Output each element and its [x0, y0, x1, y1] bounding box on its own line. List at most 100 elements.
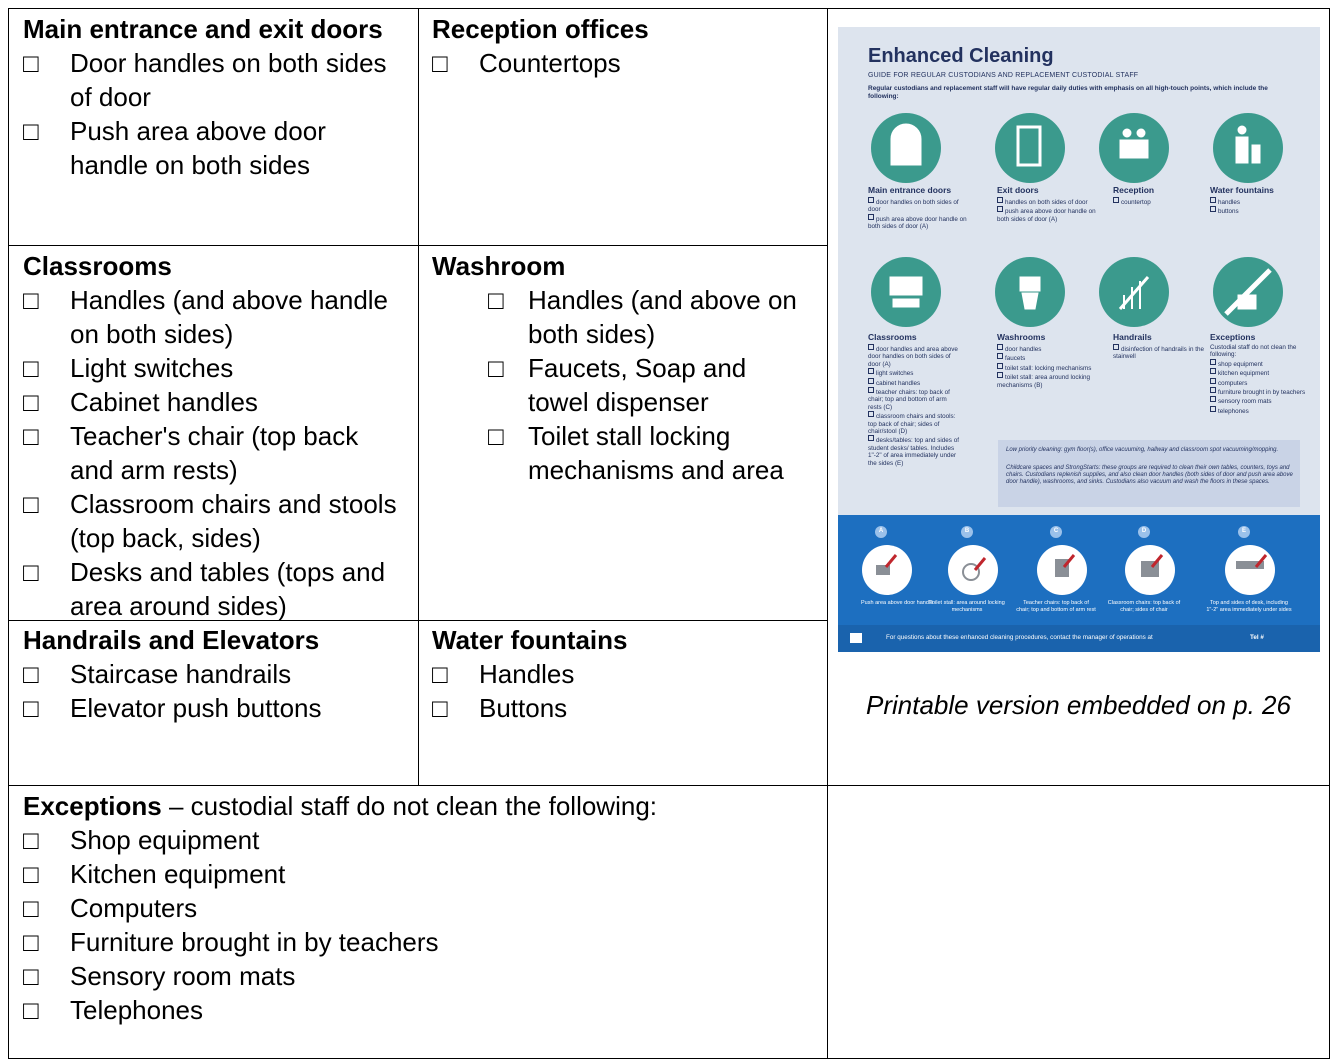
table-cell: Classrooms □ Handles (and above handle on …	[23, 249, 413, 623]
area-item-text: shop equipment	[1218, 360, 1263, 368]
small-box	[1210, 358, 1216, 365]
area-item-text: classroom chairs and stools: top back of…	[868, 413, 956, 436]
area-item-text: door handles	[1005, 346, 1042, 353]
small-box	[1210, 396, 1216, 403]
checkbox: □	[23, 421, 39, 451]
small-box	[997, 344, 1003, 350]
checklist-item: □ Teacher's chair (top back and arm rests…	[23, 419, 413, 487]
checkbox: □	[23, 825, 39, 855]
checklist-item: □ Countertops	[432, 46, 822, 80]
area-item-text: disinfection of handrails in the stairwe…	[1113, 346, 1204, 361]
logo	[850, 633, 862, 643]
area-item: computers	[1210, 377, 1310, 387]
poster-footer: For questions about these enhanced clean…	[886, 634, 1153, 641]
area-list: door handles faucets toilet stall: locking…	[997, 344, 1097, 389]
area-item: push area above door handle on both side…	[868, 213, 968, 231]
area-label: Classrooms	[868, 332, 917, 342]
item-text: Staircase handrails	[70, 659, 292, 689]
small-box	[1210, 197, 1216, 203]
checkbox: □	[23, 859, 39, 889]
area-list: door handles and area above door handles…	[868, 344, 960, 467]
checkbox: □	[23, 659, 39, 689]
small-box	[1113, 344, 1119, 350]
checklist-item: □ Cabinet handles	[23, 385, 413, 419]
area-item-text: handles	[1218, 199, 1241, 206]
footer-band	[838, 625, 1320, 652]
checklist-item: □ Computers	[23, 891, 813, 925]
detail-letter: B	[964, 528, 970, 534]
checklist-item: □ Door handles on both sides of door	[23, 46, 413, 114]
table-border	[8, 785, 1330, 786]
item-text: Handles	[479, 659, 575, 689]
area-item: kitchen equipment	[1210, 368, 1310, 377]
checkbox: □	[23, 48, 39, 78]
area-item-text: door handles on both sides of door	[868, 199, 959, 214]
checkbox: □	[23, 693, 39, 723]
area-item-text: toilet stall: area around locking mechan…	[997, 374, 1091, 389]
area-item: buttons	[1210, 206, 1310, 215]
area-item-text: door handles and area above door handles…	[868, 346, 958, 368]
small-box	[1210, 206, 1216, 213]
detail-letter: A	[878, 528, 884, 534]
small-box	[868, 387, 874, 394]
checkbox: □	[23, 285, 39, 315]
figure-caption: Printable version embedded on p. 26	[866, 690, 1291, 720]
section-heading: Washroom	[432, 251, 566, 281]
icon-glyphs	[889, 123, 1272, 316]
checkbox: □	[23, 927, 39, 957]
small-box	[1210, 368, 1216, 375]
item-text: Countertops	[479, 48, 621, 78]
small-box	[868, 197, 874, 203]
area-list: countertop	[1113, 197, 1213, 206]
item-text: Furniture brought in by teachers	[70, 927, 439, 957]
area-intro: Custodial staff do not clean the followi…	[1210, 344, 1297, 359]
small-box	[997, 206, 1003, 213]
small-box	[1210, 377, 1216, 384]
table-cell: Washroom □ Handles (and above on both side…	[432, 249, 822, 487]
checklist-item: □ Telephones	[23, 993, 813, 1027]
area-item: toilet stall: locking mechanisms	[997, 362, 1097, 372]
detail-badges	[875, 526, 1250, 538]
checkbox: □	[432, 693, 448, 723]
table-cell: Reception offices □ Countertops	[432, 12, 822, 80]
small-box	[997, 372, 1003, 379]
detail-text: Push area above door handle	[861, 600, 934, 606]
area-item: shop equipment	[1210, 358, 1310, 368]
item-text: Telephones	[70, 995, 203, 1025]
table-border	[8, 245, 827, 246]
area-item-text: computers	[1218, 379, 1248, 387]
poster-note: Childcare spaces and StrongStarts: these…	[1006, 465, 1293, 486]
area-item-text: teacher chairs: top back of chair; top a…	[868, 389, 950, 411]
area-item: sensory room mats	[1210, 396, 1310, 405]
item-text: Desks and tables (tops and area around s…	[70, 557, 386, 621]
area-list: door handles on both sides of door push a…	[868, 197, 968, 231]
small-box	[868, 213, 874, 220]
item-text: Elevator push buttons	[70, 693, 322, 723]
area-list: Custodial staff do not clean the followi…	[1210, 344, 1310, 415]
table-border	[8, 8, 1330, 9]
area-item: toilet stall: area around locking mechan…	[997, 372, 1097, 389]
area-label: Reception	[1113, 185, 1155, 195]
area-item: faucets	[997, 353, 1097, 362]
item-text: Computers	[70, 893, 198, 923]
area-item: furniture brought in by teachers	[1210, 387, 1310, 396]
checklist-item: □ Handles (and above handle on both sides…	[23, 283, 413, 351]
detail-letter: C	[1053, 528, 1059, 534]
area-item: handles	[1210, 197, 1310, 206]
area-item: push area above door handle on both side…	[997, 206, 1097, 223]
poster-subtitle: GUIDE FOR REGULAR CUSTODIANS AND REPLACE…	[868, 72, 1139, 79]
section-heading: Main entrance and exit doors	[23, 14, 383, 44]
item-text: Door handles on both sides of door	[70, 48, 387, 112]
area-item: light switches	[868, 368, 960, 377]
checklist-item: □ Handles (and above on both sides)	[432, 283, 822, 351]
area-item: countertop	[1113, 197, 1213, 206]
area-item-text: handles on both sides of door	[1005, 199, 1088, 206]
table-border	[8, 8, 9, 1059]
small-box	[868, 344, 874, 350]
checklist-item: □ Buttons	[432, 691, 822, 725]
poster-note: Low priority cleaning: gym floor(s), off…	[1006, 447, 1279, 453]
item-text: Buttons	[479, 693, 568, 723]
area-item-text: push area above door handle on both side…	[868, 215, 967, 231]
poster-footer-tel: Tel #	[1250, 634, 1264, 641]
checkbox: □	[23, 489, 39, 519]
